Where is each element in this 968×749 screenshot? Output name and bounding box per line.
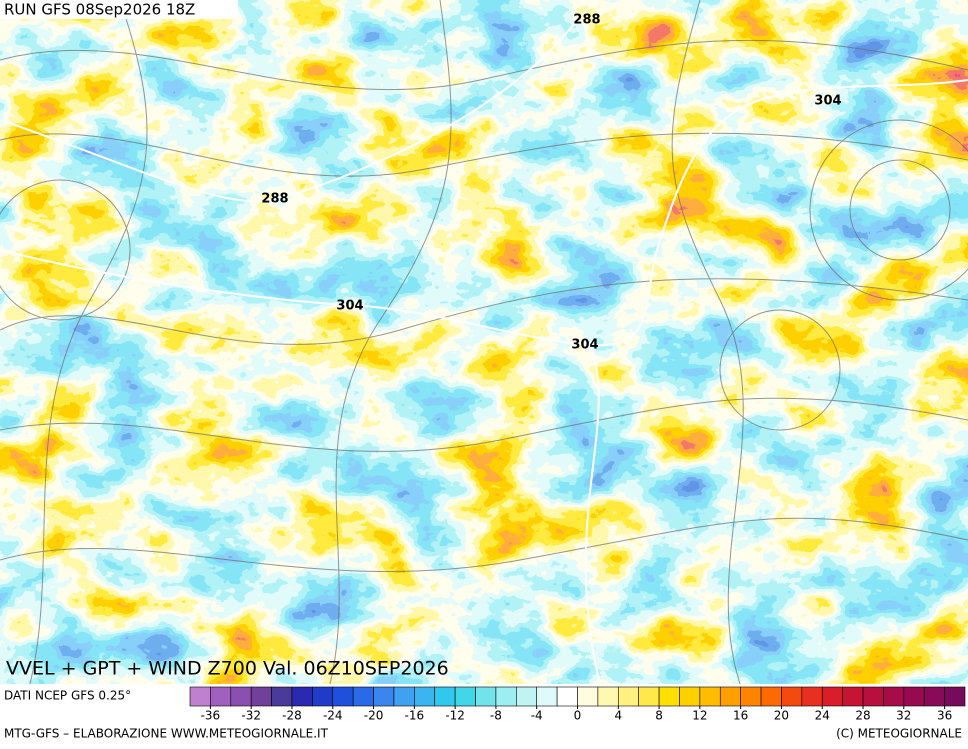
colorbar-tick-label: -4 bbox=[531, 709, 543, 723]
colorbar-swatch bbox=[189, 686, 211, 707]
colorbar-tick-label: 16 bbox=[733, 709, 748, 723]
wind-streamlines bbox=[0, 0, 968, 685]
colorbar-tick-label: -8 bbox=[490, 709, 502, 723]
colorbar-swatch bbox=[617, 686, 639, 707]
run-label: RUN GFS 08Sep2026 18Z bbox=[4, 1, 195, 19]
colorbar-swatch bbox=[679, 686, 701, 707]
colorbar-swatch bbox=[658, 686, 680, 707]
header-box bbox=[0, 0, 238, 19]
colorbar-swatch bbox=[271, 686, 293, 707]
colorbar-swatch bbox=[475, 686, 497, 707]
contour-label: 304 bbox=[814, 94, 841, 109]
colorbar-swatch bbox=[352, 686, 374, 707]
contour-label: 304 bbox=[571, 338, 598, 353]
colorbar-swatch bbox=[434, 686, 456, 707]
colorbar-swatch bbox=[781, 686, 803, 707]
colorbar-swatch bbox=[312, 686, 334, 707]
geopotential-contours bbox=[0, 0, 968, 684]
data-source: DATI NCEP GFS 0.25° bbox=[4, 689, 131, 703]
colorbar-swatch bbox=[760, 686, 782, 707]
colorbar-swatch bbox=[373, 686, 395, 707]
contour-label: 288 bbox=[573, 13, 600, 28]
colorbar-swatch bbox=[556, 686, 578, 707]
colorbar-swatch bbox=[516, 686, 538, 707]
colorbar-swatch bbox=[414, 686, 436, 707]
colorbar-swatch bbox=[597, 686, 619, 707]
map-title: VVEL + GPT + WIND Z700 Val. 06Z10SEP2026 bbox=[6, 658, 449, 680]
colorbar-swatch bbox=[536, 686, 558, 707]
colorbar-swatch bbox=[250, 686, 272, 707]
colorbar-tick-label: -32 bbox=[241, 709, 261, 723]
colorbar-swatch bbox=[719, 686, 741, 707]
colorbar-swatch bbox=[923, 686, 945, 707]
colorbar-tick-label: -12 bbox=[445, 709, 465, 723]
contour-labels: 288 288 304 304 304 bbox=[261, 13, 841, 353]
colorbar-swatch bbox=[821, 686, 843, 707]
colorbar-swatch bbox=[454, 686, 476, 707]
credit: MTG-GFS – ELABORAZIONE WWW.METEOGIORNALE… bbox=[4, 727, 329, 741]
colorbar-tick-label: 24 bbox=[815, 709, 830, 723]
colorbar-tick-label: 32 bbox=[896, 709, 911, 723]
colorbar-tick-label: -24 bbox=[323, 709, 343, 723]
colorbar-swatch bbox=[230, 686, 252, 707]
colorbar-swatch bbox=[210, 686, 232, 707]
colorbar-swatch bbox=[903, 686, 925, 707]
colorbar-tick-label: 36 bbox=[937, 709, 952, 723]
colorbar-swatch bbox=[638, 686, 660, 707]
vertical-velocity-field bbox=[0, 0, 968, 684]
colorbar-swatch bbox=[332, 686, 354, 707]
colorbar-swatch bbox=[699, 686, 721, 707]
colorbar-swatch bbox=[577, 686, 599, 707]
colorbar-tick-label: 28 bbox=[855, 709, 870, 723]
colorbar-tick-label: 4 bbox=[614, 709, 622, 723]
colorbar-tick-label: -28 bbox=[282, 709, 302, 723]
colorbar-swatch bbox=[393, 686, 415, 707]
colorbar-tick-label: 8 bbox=[655, 709, 663, 723]
colorbar-swatch bbox=[883, 686, 905, 707]
contour-label: 288 bbox=[261, 192, 288, 207]
colorbar-swatch bbox=[842, 686, 864, 707]
colorbar-swatch bbox=[862, 686, 884, 707]
colorbar-tick-label: -20 bbox=[364, 709, 384, 723]
colorbar: -36 -32 -28 -24 -20 -16 -12 -8 -4 0 4 8 12 16 20 24 28 32… bbox=[189, 686, 966, 723]
copyright: (C) METEOGIORNALE bbox=[836, 727, 962, 741]
colorbar-swatch bbox=[291, 686, 313, 707]
colorbar-tick-label: 0 bbox=[574, 709, 582, 723]
colorbar-swatch bbox=[495, 686, 517, 707]
colorbar-swatch bbox=[740, 686, 762, 707]
colorbar-tick-label: -16 bbox=[405, 709, 425, 723]
colorbar-swatch bbox=[944, 686, 966, 707]
map: 288 288 304 304 304 RUN GFS 08Sep2026 18… bbox=[0, 0, 968, 685]
colorbar-tick-label: 20 bbox=[774, 709, 789, 723]
colorbar-swatch bbox=[801, 686, 823, 707]
colorbar-tick-label: -36 bbox=[201, 709, 221, 723]
contour-label: 304 bbox=[336, 299, 363, 314]
colorbar-tick-label: 12 bbox=[692, 709, 707, 723]
